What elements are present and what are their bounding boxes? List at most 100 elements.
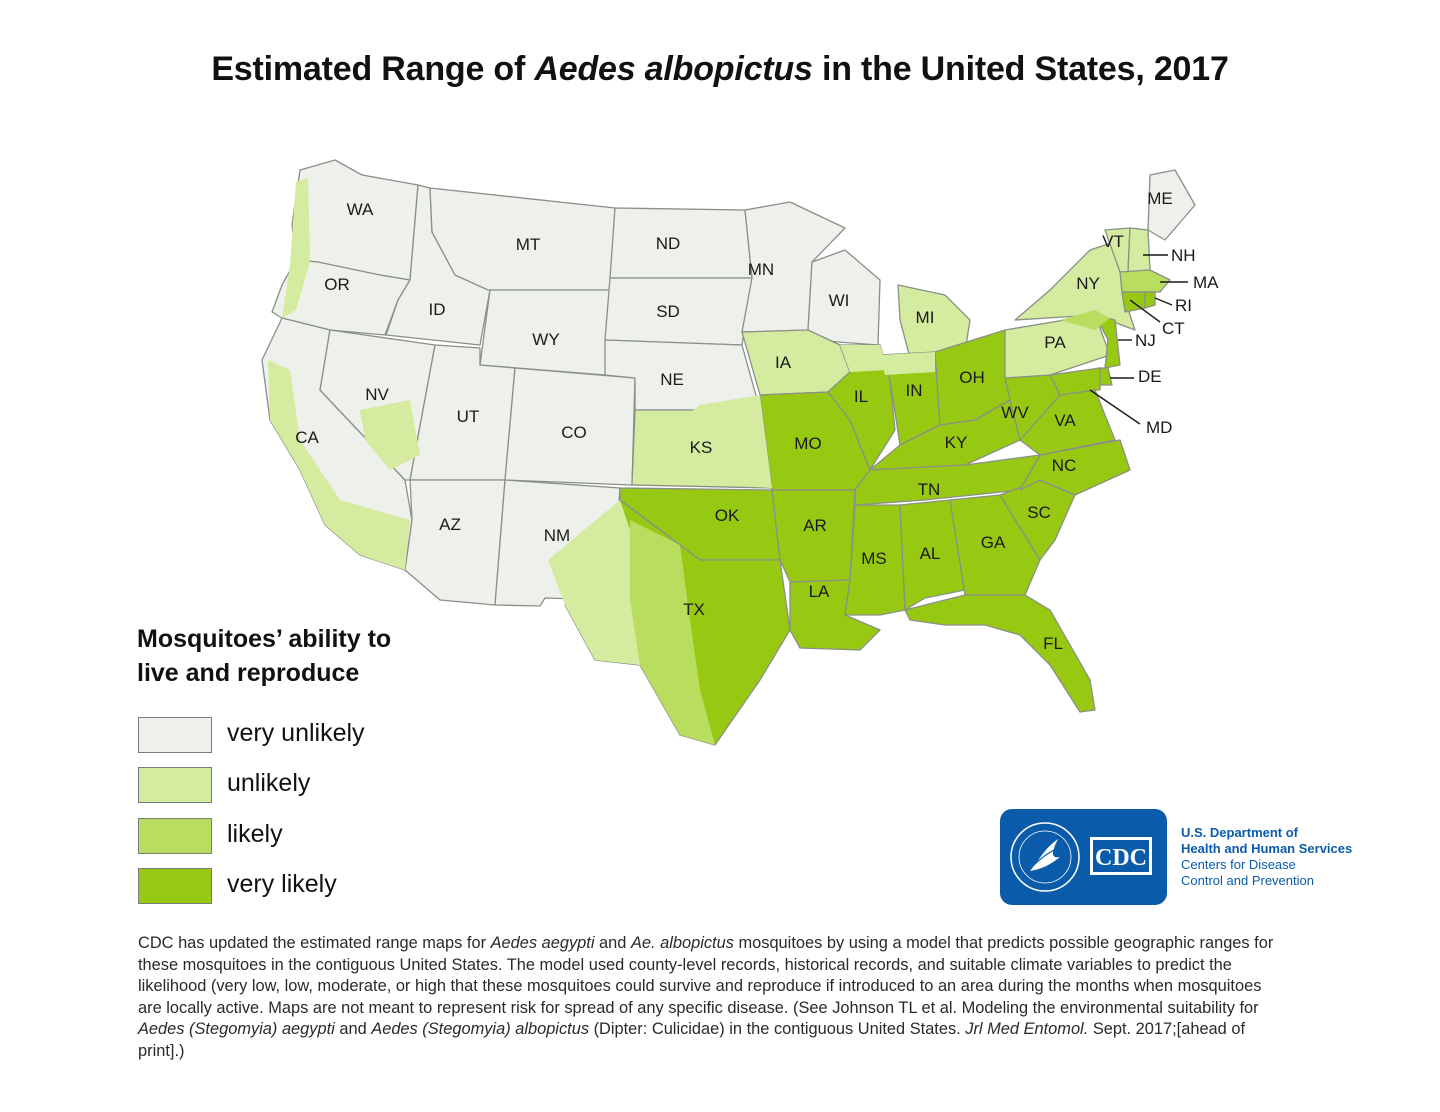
label-az: AZ bbox=[439, 515, 461, 534]
label-co: CO bbox=[561, 423, 587, 442]
label-ny: NY bbox=[1076, 274, 1100, 293]
label-mn: MN bbox=[748, 260, 774, 279]
label-ri: RI bbox=[1175, 296, 1192, 315]
overlay-nv bbox=[360, 400, 420, 470]
footnote-text-6: Sept. 2017;[ahead of print].) bbox=[138, 1020, 1246, 1060]
label-al: AL bbox=[920, 544, 941, 563]
footnote-italic-2: Ae. albopictus bbox=[630, 934, 734, 952]
label-or: OR bbox=[324, 275, 350, 294]
label-mt: MT bbox=[516, 235, 541, 254]
cdc-logo-text: CDC bbox=[1095, 845, 1147, 871]
footnote: CDC has updated the estimated range maps… bbox=[138, 933, 1288, 1063]
label-in: IN bbox=[906, 381, 923, 400]
legend-swatch-very-likely bbox=[138, 868, 212, 904]
label-ar: AR bbox=[803, 516, 827, 535]
agency-line3: Centers for Disease bbox=[1181, 857, 1296, 872]
legend-label-very-likely: very likely bbox=[227, 870, 337, 898]
label-ma: MA bbox=[1193, 273, 1219, 292]
state-al bbox=[899, 499, 966, 611]
label-va: VA bbox=[1054, 411, 1076, 430]
label-vt: VT bbox=[1102, 232, 1124, 251]
hhs-cdc-logo: CDC bbox=[1000, 809, 1167, 905]
label-me: ME bbox=[1147, 189, 1173, 208]
state-ar bbox=[771, 489, 856, 583]
label-sc: SC bbox=[1027, 503, 1051, 522]
label-tn: TN bbox=[918, 480, 941, 499]
agency-line2: Health and Human Services bbox=[1181, 841, 1353, 856]
label-ct: CT bbox=[1162, 319, 1185, 338]
state-nj bbox=[1094, 314, 1121, 369]
legend-title-line2: live and reproduce bbox=[137, 659, 360, 687]
label-ca: CA bbox=[295, 428, 319, 447]
label-wv: WV bbox=[1001, 403, 1029, 422]
overlay-ny-south bbox=[1060, 310, 1110, 330]
label-sd: SD bbox=[656, 302, 680, 321]
label-nh: NH bbox=[1171, 246, 1196, 265]
label-nc: NC bbox=[1052, 456, 1077, 475]
agency-line4: Control and Prevention bbox=[1181, 873, 1314, 888]
footnote-text-3: mosquitoes by using a model that predict… bbox=[138, 934, 1274, 1017]
legend-label-likely: likely bbox=[227, 820, 283, 848]
footnote-text-5: (Dipter: Culicidae) in the contiguous Un… bbox=[589, 1020, 966, 1039]
legend-label-unlikely: unlikely bbox=[227, 769, 311, 797]
label-ok: OK bbox=[715, 506, 740, 525]
label-la: LA bbox=[809, 582, 830, 601]
label-pa: PA bbox=[1044, 333, 1066, 352]
legend-title: Mosquitoes’ ability to live and reproduc… bbox=[137, 622, 437, 690]
footnote-text-2: and bbox=[594, 934, 631, 952]
label-nd: ND bbox=[656, 234, 681, 253]
title-suffix: in the United States, 2017 bbox=[812, 50, 1229, 88]
overlay-in-north bbox=[880, 352, 935, 375]
state-or bbox=[271, 259, 411, 336]
label-fl: FL bbox=[1043, 634, 1063, 653]
title-species: Aedes albopictus bbox=[534, 50, 813, 88]
footnote-italic-1: Aedes aegypti bbox=[490, 934, 595, 952]
state-ma bbox=[1119, 269, 1171, 293]
label-ia: IA bbox=[775, 353, 792, 372]
state-me bbox=[1147, 169, 1196, 241]
footnote-italic-3: Aedes (Stegomyia) aegypti bbox=[138, 1020, 335, 1039]
label-ga: GA bbox=[981, 533, 1006, 552]
state-az bbox=[404, 479, 506, 606]
label-de: DE bbox=[1138, 367, 1162, 386]
state-ri bbox=[1144, 291, 1156, 309]
state-ga bbox=[949, 494, 1041, 596]
agency-line1: U.S. Department of bbox=[1181, 825, 1299, 840]
overlay-il-north bbox=[840, 345, 888, 372]
label-nj: NJ bbox=[1135, 331, 1156, 350]
state-nd bbox=[609, 207, 753, 279]
label-ky: KY bbox=[945, 433, 968, 452]
legend-swatch-very-unlikely bbox=[138, 717, 212, 753]
legend-label-very-unlikely: very unlikely bbox=[227, 719, 365, 747]
title-prefix: Estimated Range of bbox=[211, 50, 535, 88]
label-ut: UT bbox=[457, 407, 480, 426]
label-mi: MI bbox=[916, 308, 935, 327]
overlay-ks-east bbox=[640, 395, 772, 488]
state-md bbox=[1049, 367, 1101, 396]
label-ks: KS bbox=[690, 438, 713, 457]
label-id: ID bbox=[429, 300, 446, 319]
legend-swatch-likely bbox=[138, 818, 212, 854]
label-oh: OH bbox=[959, 368, 985, 387]
map-title: Estimated Range of Aedes albopictus in t… bbox=[0, 50, 1440, 89]
label-wy: WY bbox=[532, 330, 559, 349]
agency-name: U.S. Department of Health and Human Serv… bbox=[1181, 825, 1352, 889]
label-wa: WA bbox=[347, 200, 374, 219]
legend-swatch-unlikely bbox=[138, 767, 212, 803]
footnote-italic-5: Jrl Med Entomol. bbox=[965, 1020, 1089, 1039]
state-fl bbox=[904, 594, 1096, 713]
footnote-text-4: and bbox=[334, 1020, 372, 1039]
label-ms: MS bbox=[861, 549, 887, 568]
hhs-eagle-icon: CDC bbox=[1010, 822, 1152, 892]
label-il: IL bbox=[854, 387, 868, 406]
label-wi: WI bbox=[829, 291, 850, 310]
overlay-tx-likely bbox=[630, 520, 715, 745]
overlay-tx-west bbox=[548, 500, 640, 665]
state-ky bbox=[869, 399, 1021, 471]
label-nv: NV bbox=[365, 385, 389, 404]
label-mo: MO bbox=[794, 434, 821, 453]
label-md: MD bbox=[1146, 418, 1172, 437]
overlay-ca-coast bbox=[268, 360, 410, 570]
state-nh bbox=[1127, 227, 1151, 273]
